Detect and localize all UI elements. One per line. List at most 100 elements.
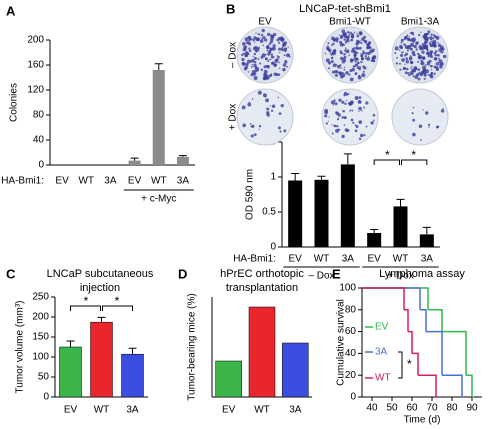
colony xyxy=(325,58,330,63)
colony xyxy=(408,56,413,61)
colony xyxy=(413,66,418,71)
row-label: HA-Bmi1: xyxy=(233,254,276,265)
colony xyxy=(254,61,257,64)
colony xyxy=(257,90,262,95)
x-tick-label: 3A xyxy=(104,176,117,187)
colony xyxy=(421,50,425,54)
colony xyxy=(433,35,437,39)
panel-letter: C xyxy=(6,266,16,281)
colony xyxy=(350,100,354,105)
colony xyxy=(263,73,266,76)
colony xyxy=(339,56,344,61)
colony xyxy=(398,62,401,65)
colony xyxy=(419,47,423,51)
colony xyxy=(255,37,260,41)
x-tick-label: 80 xyxy=(446,403,458,414)
group-label: – Dox xyxy=(308,271,334,282)
bar xyxy=(128,160,141,165)
colony xyxy=(343,68,346,71)
x-tick-label: WT xyxy=(314,254,330,265)
colony xyxy=(429,37,433,41)
colony xyxy=(431,40,434,43)
y-tick-label: 250 xyxy=(32,292,49,303)
colony xyxy=(422,69,426,74)
colony xyxy=(412,34,415,36)
x-tick-label: WT xyxy=(94,405,110,416)
colony xyxy=(437,54,440,57)
bar xyxy=(282,342,309,398)
colony xyxy=(252,55,254,58)
chart-title: hPrEC orthotopic xyxy=(220,268,304,280)
colony xyxy=(260,68,264,71)
colony xyxy=(266,113,270,117)
colony xyxy=(346,31,350,34)
colony xyxy=(439,62,443,67)
colony xyxy=(270,74,273,77)
colony xyxy=(266,32,271,36)
colony xyxy=(412,53,415,56)
colony xyxy=(372,119,375,122)
colony-plate xyxy=(236,88,294,146)
colony xyxy=(433,72,436,75)
colony xyxy=(259,39,264,43)
colony xyxy=(405,67,409,71)
colony xyxy=(345,35,349,39)
colony xyxy=(341,29,346,33)
group-label: + c-Myc xyxy=(141,194,176,205)
colony xyxy=(343,35,346,38)
colony xyxy=(262,76,267,81)
colony xyxy=(279,37,281,40)
colony xyxy=(333,39,336,42)
colony xyxy=(437,41,439,44)
colony xyxy=(344,73,346,76)
colony xyxy=(248,49,252,52)
colony xyxy=(268,111,270,113)
colony xyxy=(342,32,344,34)
colony xyxy=(420,31,422,34)
colony xyxy=(429,73,433,77)
group-label: + Dox xyxy=(387,271,413,282)
image-column-label: EV xyxy=(258,17,272,28)
colony xyxy=(422,109,424,111)
colony xyxy=(417,60,420,63)
colony xyxy=(396,56,398,59)
colony xyxy=(430,56,433,58)
y-tick-label: 80 xyxy=(345,304,357,315)
colony xyxy=(420,139,422,141)
colony xyxy=(282,67,286,72)
colony xyxy=(354,129,358,133)
colony xyxy=(269,105,271,107)
colony xyxy=(332,49,337,54)
colony xyxy=(354,60,357,63)
colony xyxy=(417,52,419,55)
colony xyxy=(408,74,411,77)
colony xyxy=(370,59,374,63)
colony xyxy=(417,55,422,60)
error-bar xyxy=(291,173,300,181)
colony xyxy=(328,48,332,53)
image-column-label: Bmi1-WT xyxy=(329,17,371,28)
significance-bracket xyxy=(70,305,101,311)
colony xyxy=(284,50,287,53)
colony xyxy=(360,60,363,64)
colony xyxy=(434,51,437,55)
colony xyxy=(355,39,360,44)
colony xyxy=(331,70,335,74)
significance-star: * xyxy=(407,357,412,371)
colony xyxy=(412,37,416,42)
colony xyxy=(278,112,282,116)
colony xyxy=(277,126,281,130)
colony xyxy=(277,55,280,59)
colony xyxy=(436,125,440,129)
x-tick-label: EV xyxy=(288,254,302,265)
colony xyxy=(406,45,411,50)
colony xyxy=(407,71,410,75)
colony xyxy=(420,61,425,66)
colony xyxy=(248,47,251,50)
colony xyxy=(257,49,260,52)
colony xyxy=(338,128,341,131)
colony xyxy=(262,35,266,40)
colony xyxy=(282,63,287,67)
colony xyxy=(250,65,253,68)
colony xyxy=(270,34,275,39)
